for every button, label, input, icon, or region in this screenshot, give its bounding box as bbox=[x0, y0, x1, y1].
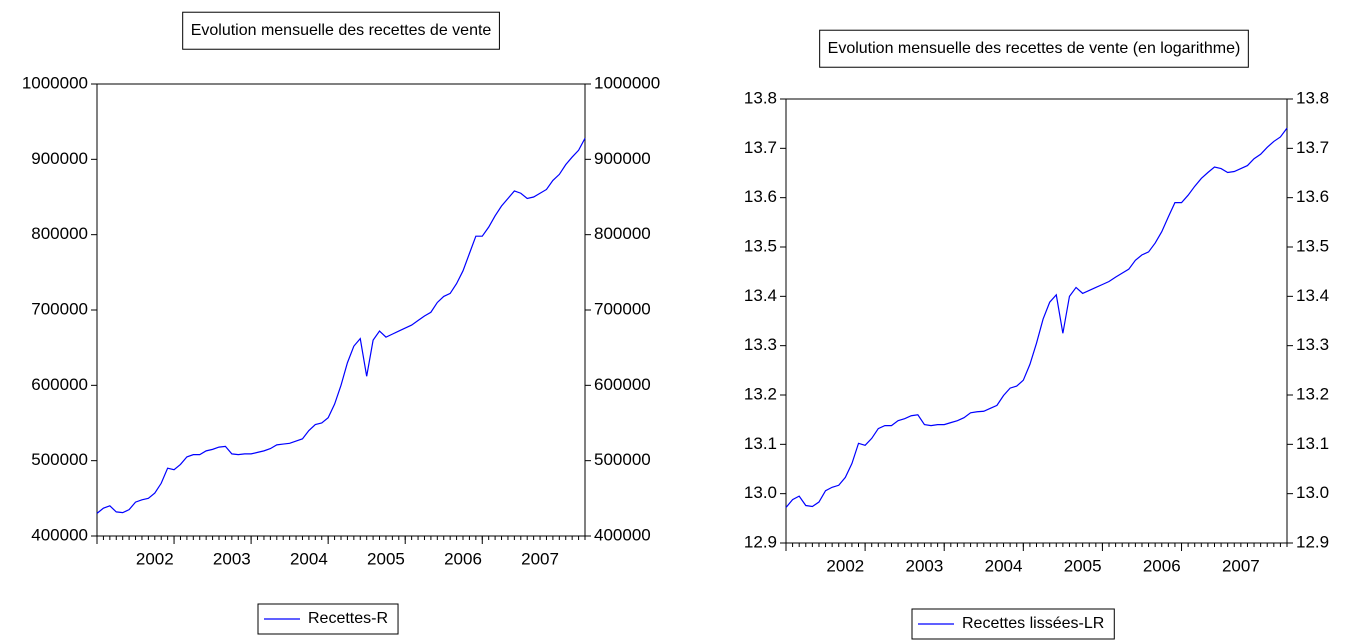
y2-tick-label: 1000000 bbox=[594, 73, 660, 92]
y2-tick-label: 700000 bbox=[594, 299, 651, 318]
legend-label: Recettes-R bbox=[308, 610, 388, 627]
y-tick-label: 12.9 bbox=[744, 532, 777, 551]
x-tick-label: 2005 bbox=[1064, 556, 1102, 575]
y-tick-label: 13.3 bbox=[744, 335, 777, 354]
x-tick-label: 2006 bbox=[1143, 556, 1181, 575]
x-tick-label: 2003 bbox=[906, 556, 944, 575]
y-tick-label: 13.2 bbox=[744, 384, 777, 403]
y-tick-label: 13.0 bbox=[744, 483, 777, 502]
y-tick-label: 800000 bbox=[31, 224, 88, 243]
x-tick-label: 2005 bbox=[367, 549, 405, 568]
y2-tick-label: 13.8 bbox=[1296, 88, 1329, 107]
y-tick-label: 13.4 bbox=[744, 286, 777, 305]
x-tick-label: 2003 bbox=[213, 549, 251, 568]
y-tick-label: 13.5 bbox=[744, 236, 777, 255]
y-tick-label: 900000 bbox=[31, 149, 88, 168]
y2-tick-label: 12.9 bbox=[1296, 532, 1329, 551]
y2-tick-label: 500000 bbox=[594, 450, 651, 469]
x-tick-label: 2004 bbox=[290, 549, 328, 568]
plot-frame bbox=[785, 98, 1288, 544]
y2-tick-label: 600000 bbox=[594, 375, 651, 394]
y2-tick-label: 13.0 bbox=[1296, 483, 1329, 502]
y2-tick-label: 13.6 bbox=[1296, 187, 1329, 206]
y-tick-label: 13.7 bbox=[744, 138, 777, 157]
y-tick-label: 1000000 bbox=[22, 73, 88, 92]
y2-tick-label: 400000 bbox=[594, 525, 651, 544]
y-tick-label: 13.6 bbox=[744, 187, 777, 206]
x-tick-label: 2007 bbox=[521, 549, 559, 568]
y-tick-label: 400000 bbox=[31, 525, 88, 544]
series-line bbox=[96, 137, 586, 514]
y2-tick-label: 13.1 bbox=[1296, 434, 1329, 453]
legend-box bbox=[257, 603, 399, 635]
y-tick-label: 500000 bbox=[31, 450, 88, 469]
chart-title: Evolution mensuelle des recettes de vent… bbox=[191, 22, 492, 39]
y2-tick-label: 13.5 bbox=[1296, 236, 1329, 255]
x-tick-label: 2006 bbox=[444, 549, 482, 568]
legend-label: Recettes lissées-LR bbox=[962, 615, 1104, 632]
title-box bbox=[819, 29, 1249, 68]
y-tick-label: 600000 bbox=[31, 375, 88, 394]
legend: Recettes lissées-LR bbox=[911, 608, 1115, 640]
y2-tick-label: 13.3 bbox=[1296, 335, 1329, 354]
x-tick-label: 2002 bbox=[136, 549, 174, 568]
chart-title: Evolution mensuelle des recettes de vent… bbox=[828, 40, 1241, 57]
y-tick-label: 700000 bbox=[31, 299, 88, 318]
y2-tick-label: 13.7 bbox=[1296, 138, 1329, 157]
series-line bbox=[785, 127, 1288, 508]
legend: Recettes-R bbox=[257, 603, 399, 635]
x-tick-label: 2004 bbox=[985, 556, 1023, 575]
y2-tick-label: 900000 bbox=[594, 149, 651, 168]
y-tick-label: 13.8 bbox=[744, 88, 777, 107]
y2-tick-label: 13.2 bbox=[1296, 384, 1329, 403]
legend-box bbox=[911, 608, 1115, 640]
x-tick-label: 2007 bbox=[1222, 556, 1260, 575]
y2-tick-label: 800000 bbox=[594, 224, 651, 243]
title-box bbox=[182, 11, 500, 50]
y-tick-label: 13.1 bbox=[744, 434, 777, 453]
y2-tick-label: 13.4 bbox=[1296, 286, 1329, 305]
x-tick-label: 2002 bbox=[826, 556, 864, 575]
